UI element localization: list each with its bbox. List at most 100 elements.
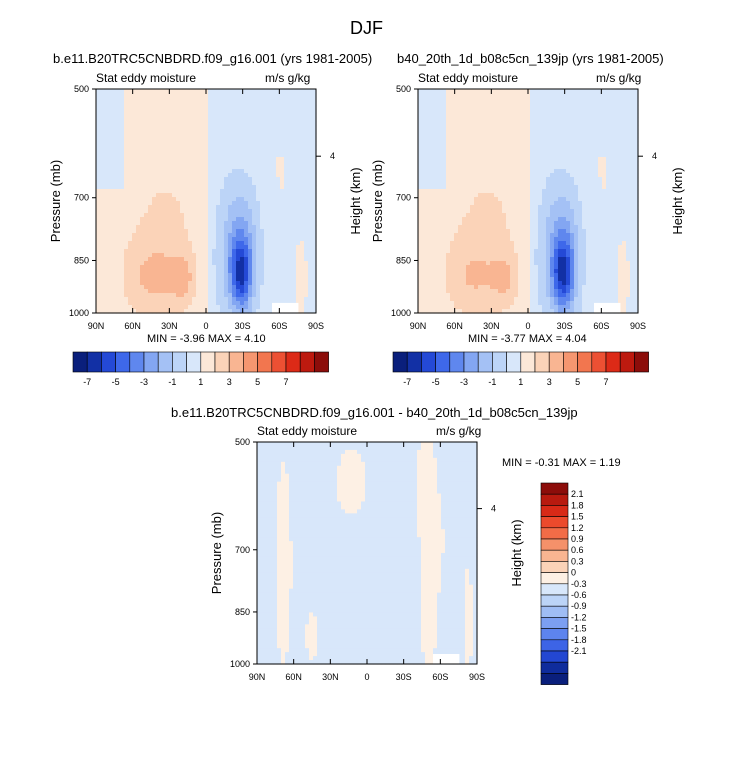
field-cell [256, 185, 261, 190]
field-cell [296, 173, 301, 178]
field-cell [224, 277, 229, 282]
field-cell [546, 153, 551, 158]
field-cell [128, 269, 133, 274]
field-cell [164, 253, 169, 258]
field-cell [538, 289, 543, 294]
field-cell [232, 177, 237, 182]
field-cell [490, 225, 495, 230]
field-cell [248, 129, 253, 134]
field-cell [112, 125, 117, 130]
field-cell [268, 177, 273, 182]
field-cell [164, 169, 169, 174]
field-cell [518, 133, 523, 138]
field-cell [228, 157, 233, 162]
field-cell [542, 141, 547, 146]
field-cell [454, 153, 459, 158]
field-cell [538, 277, 543, 282]
field-cell [300, 113, 305, 118]
field-cell [252, 129, 257, 134]
field-cell [204, 105, 209, 110]
field-cell [208, 261, 213, 266]
field-cell [514, 117, 519, 122]
field-cell [216, 121, 221, 126]
field-cell [188, 209, 193, 214]
field-cell [478, 205, 483, 210]
field-cell [482, 201, 487, 206]
field-cell [546, 141, 551, 146]
field-cell [120, 89, 125, 94]
field-cell [156, 121, 161, 126]
field-cell [284, 273, 289, 278]
field-cell [124, 133, 129, 138]
field-cell [172, 117, 177, 122]
field-cell [204, 245, 209, 250]
field-cell [522, 297, 527, 302]
field-cell [208, 185, 213, 190]
field-cell [458, 149, 463, 154]
field-cell [268, 173, 273, 178]
field-cell [530, 153, 535, 158]
field-cell [228, 129, 233, 134]
field-cell [224, 301, 229, 306]
field-cell [482, 281, 487, 286]
field-cell [264, 293, 269, 298]
field-cell [502, 213, 507, 218]
field-cell [502, 161, 507, 166]
field-cell [260, 277, 265, 282]
field-cell [224, 213, 229, 218]
field-cell [534, 169, 539, 174]
field-cell [446, 113, 451, 118]
field-cell [232, 305, 237, 310]
field-cell [426, 229, 431, 234]
field-cell [104, 133, 109, 138]
field-cell [458, 277, 463, 282]
field-cell [252, 185, 257, 190]
field-cell [490, 145, 495, 150]
field-cell [244, 213, 249, 218]
field-cell [116, 105, 121, 110]
field-cell [426, 261, 431, 266]
field-cell [184, 161, 189, 166]
field-cell [240, 221, 245, 226]
field-cell [538, 265, 543, 270]
field-cell [538, 173, 543, 178]
field-cell [132, 269, 137, 274]
field-cell [264, 253, 269, 258]
field-cell [474, 209, 479, 214]
field-cell [116, 285, 121, 290]
field-cell [104, 285, 109, 290]
field-cell [116, 117, 121, 122]
field-cell [478, 121, 483, 126]
field-cell [120, 249, 125, 254]
field-cell [300, 237, 305, 242]
field-cell [176, 265, 181, 270]
field-cell [514, 265, 519, 270]
field-cell [458, 161, 463, 166]
field-cell [160, 301, 165, 306]
field-cell [490, 97, 495, 102]
field-cell [506, 301, 511, 306]
field-cell [108, 109, 113, 114]
field-cell [220, 93, 225, 98]
field-cell [502, 125, 507, 130]
field-cell [510, 269, 515, 274]
field-cell [292, 117, 297, 122]
field-cell [550, 165, 555, 170]
field-cell [196, 189, 201, 194]
field-cell [312, 269, 317, 274]
field-cell [228, 281, 233, 286]
field-cell [538, 261, 543, 266]
field-cell [288, 165, 293, 170]
field-cell [438, 265, 443, 270]
field-cell [446, 289, 451, 294]
field-cell [240, 193, 245, 198]
field-cell [228, 261, 233, 266]
field-cell [534, 269, 539, 274]
field-cell [502, 305, 507, 310]
field-cell [474, 181, 479, 186]
field-cell [216, 109, 221, 114]
field-cell [280, 153, 285, 158]
field-cell [418, 289, 423, 294]
field-cell [304, 89, 309, 94]
field-cell [232, 145, 237, 150]
